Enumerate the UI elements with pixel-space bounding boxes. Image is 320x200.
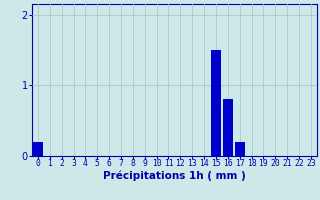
Bar [211,50,221,156]
X-axis label: Précipitations 1h ( mm ): Précipitations 1h ( mm ) [103,171,246,181]
Bar [223,99,233,156]
Bar [33,142,43,156]
Bar [235,142,245,156]
